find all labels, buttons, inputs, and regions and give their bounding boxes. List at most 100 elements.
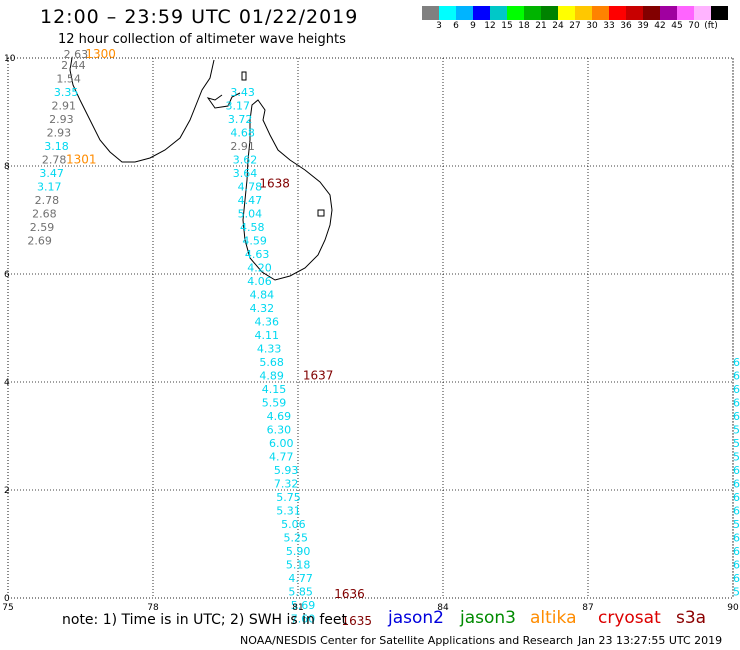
swh-value: 6.7 [733, 491, 740, 504]
color-swatch [609, 6, 626, 20]
longitude-tick-label: 81 [292, 603, 303, 613]
color-swatch [558, 6, 575, 20]
color-scale-tick-label: 33 [603, 21, 615, 31]
swh-value: 4.58 [240, 221, 265, 234]
pass-labels: 1300 1301 1638 1637 1636 1635 [66, 47, 372, 628]
swh-value: 5.06 [281, 518, 306, 531]
color-scale-tick-label: (ft) [704, 21, 718, 31]
swh-value: 5 [733, 450, 740, 463]
swh-value: 5.18 [286, 558, 311, 571]
swh-value: 4.20 [247, 261, 272, 274]
swh-value: 2.44 [61, 59, 86, 72]
swh-value: 4.78 [238, 180, 262, 193]
pass-number-label: 1635 [342, 614, 373, 628]
swh-value: 5.75 [276, 491, 301, 504]
axis-labels: 75 78 81 84 87 90 0 2 4 6 8 10 [2, 54, 739, 613]
swh-value: 4.11 [255, 329, 280, 342]
palk-coast [206, 92, 241, 109]
color-swatch [507, 6, 524, 20]
swh-value: 5 [733, 423, 740, 436]
swh-value: 4.84 [250, 288, 275, 301]
color-swatch [541, 6, 558, 20]
swh-value: 5.59 [262, 396, 287, 409]
sri-lanka [242, 99, 333, 281]
swh-value: 4.33 [257, 342, 282, 355]
color-swatch [422, 6, 439, 20]
swh-value: 5.25 [284, 531, 309, 544]
map-frame [7, 57, 734, 599]
color-scale-tick-label: 3 [436, 21, 442, 31]
swh-value: 2.78 [42, 153, 66, 166]
color-swatch [694, 6, 711, 20]
swh-value: 5.93 [274, 464, 299, 477]
color-swatch [575, 6, 592, 20]
longitude-tick-label: 87 [582, 603, 593, 613]
color-swatch [439, 6, 456, 20]
swh-value: 4.32 [250, 302, 275, 315]
swh-value: 4.68 [230, 126, 255, 139]
swh-value: 4.89 [259, 369, 284, 382]
latitude-tick-label: 2 [4, 486, 10, 496]
swh-value: 2.91 [230, 140, 255, 153]
pass-number-label: 1637 [303, 368, 334, 382]
swh-value: 3.17 [37, 180, 62, 193]
swh-value: 2.78 [35, 194, 60, 207]
swh-value: 5.90 [286, 545, 311, 558]
generated-timestamp: Jan 23 13:27:55 UTC 2019 [578, 634, 723, 647]
longitude-tick-label: 75 [2, 603, 13, 613]
swh-value: 2.91 [52, 99, 77, 112]
latitude-tick-label: 10 [4, 54, 16, 64]
color-scale-tick-label: 18 [518, 21, 530, 31]
color-scale-tick-label: 30 [586, 21, 598, 31]
swh-value: 2.68 [32, 207, 57, 220]
swh-value: 4.69 [267, 410, 292, 423]
page-subtitle: 12 hour collection of altimeter wave hei… [58, 32, 346, 47]
swh-value: 6.30 [267, 423, 292, 436]
swh-value: 2.69 [27, 234, 52, 247]
color-scale-tick-label: 12 [484, 21, 496, 31]
latitude-tick-label: 0 [4, 594, 10, 604]
pass-number-label: 1636 [334, 587, 365, 601]
color-scale-tick-label: 39 [637, 21, 649, 31]
swh-value: 6.16 [733, 572, 740, 585]
swh-value: 3.35 [54, 86, 79, 99]
swh-value: 3.17 [226, 99, 251, 112]
swh-value: 4.77 [288, 572, 313, 585]
color-swatch [473, 6, 490, 20]
india-coastline [69, 57, 215, 163]
color-scale-tick-label: 42 [654, 21, 666, 31]
swh-value: 5 [733, 437, 740, 450]
latitude-tick-label: 6 [4, 270, 10, 280]
longitude-tick-label: 78 [147, 603, 159, 613]
color-swatch [456, 6, 473, 20]
page-title: 12:00 – 23:59 UTC 01/22/2019 [40, 6, 359, 28]
legend-jason3: jason3 [460, 608, 516, 628]
swh-value: 5.04 [238, 207, 262, 220]
swh-value: 6 [733, 369, 740, 382]
swh-value: 7.60 [291, 612, 316, 625]
swh-value: 1.54 [56, 72, 80, 85]
swh-value: 6 [733, 356, 740, 369]
credit-text: NOAA/NESDIS Center for Satellite Applica… [240, 634, 574, 647]
longitude-tick-label: 84 [437, 603, 449, 613]
swh-value: 6 [733, 410, 740, 423]
legend-s3a: s3a [676, 608, 707, 628]
legend-jason2: jason2 [388, 608, 444, 628]
color-scale-tick-label: 45 [671, 21, 683, 31]
swh-value: 6.5 [733, 531, 740, 544]
swh-value: 6.08 [733, 558, 740, 571]
color-swatch [643, 6, 660, 20]
island-small [317, 209, 325, 217]
swh-value: 7.32 [274, 477, 299, 490]
swh-value: 6.0 [733, 504, 740, 517]
color-scale-tick-label: 6 [453, 21, 459, 31]
color-scale-tick-label: 15 [501, 21, 513, 31]
color-scale-tick-label: 24 [552, 21, 564, 31]
swh-value: 2.59 [30, 221, 55, 234]
swh-value: 6.7 [733, 477, 740, 490]
color-swatch [490, 6, 507, 20]
legend-cryosat: cryosat [598, 608, 661, 628]
swh-value: 3.64 [233, 167, 258, 180]
color-swatch [524, 6, 541, 20]
